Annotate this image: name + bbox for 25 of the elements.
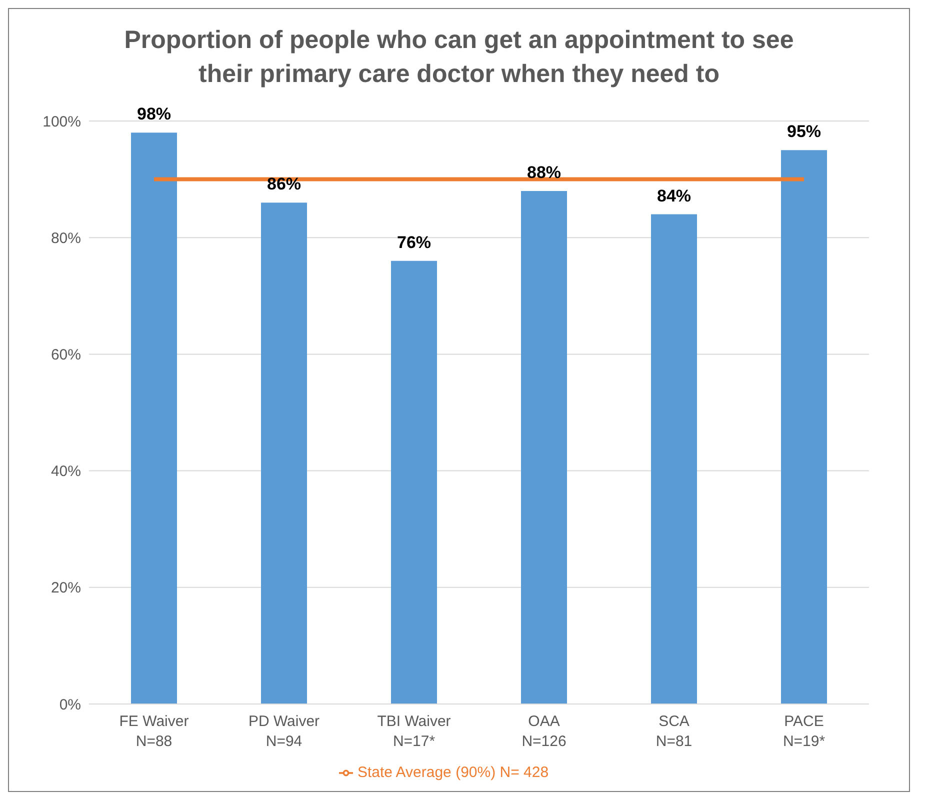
y-tick-label: 20%	[50, 580, 81, 597]
bar	[261, 202, 307, 704]
x-tick-label: PACE N=19*	[782, 713, 826, 750]
bar	[131, 132, 177, 704]
data-label: 95%	[786, 122, 822, 142]
data-label: 98%	[136, 104, 172, 124]
y-tick-label: 100%	[42, 113, 81, 130]
data-label: 84%	[656, 186, 692, 206]
y-tick-label: 0%	[59, 696, 81, 714]
data-label: 88%	[526, 162, 562, 182]
y-tick-label: 40%	[50, 463, 81, 480]
chart-title: Proportion of people who can get an appointment to see their primary care doctor when they need to	[123, 25, 795, 90]
x-tick-label: PD Waiver N=94	[248, 713, 320, 750]
data-label: 76%	[396, 232, 432, 252]
y-tick-label: 80%	[50, 230, 81, 247]
x-tick-label: TBI Waiver N=17*	[377, 713, 451, 750]
legend-label: State Average (90%) N= 428	[357, 764, 549, 781]
bar	[781, 150, 827, 704]
x-tick-label: SCA N=81	[656, 713, 692, 750]
bar	[651, 214, 697, 704]
x-tick-label: OAA N=126	[522, 713, 566, 750]
bar	[521, 190, 567, 704]
bar	[391, 260, 437, 704]
x-tick-label: FE Waiver N=88	[119, 713, 189, 750]
y-tick-label: 60%	[50, 346, 81, 364]
